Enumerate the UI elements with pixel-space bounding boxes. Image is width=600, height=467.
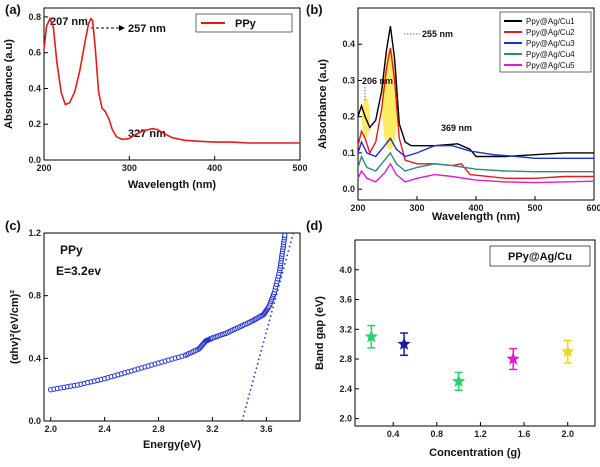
y-tick-label: 2.8 — [339, 354, 352, 364]
data-point — [282, 232, 288, 239]
y-tick-label: 0.2 — [342, 112, 355, 122]
panel-a-annotation-257: 257 nm — [128, 23, 166, 35]
x-tick-label: 500 — [292, 163, 307, 173]
x-tick-label: 200 — [36, 163, 51, 173]
series-line-ppy — [43, 16, 300, 144]
x-tick-label: 0.4 — [387, 429, 400, 439]
x-tick-label: 400 — [207, 163, 222, 173]
panel-a-legend — [195, 13, 293, 33]
panel-d-label-box — [489, 245, 591, 267]
x-tick-label: 300 — [409, 203, 424, 213]
x-tick-label: 200 — [350, 203, 365, 213]
y-tick-label: 3.6 — [339, 295, 352, 305]
y-tick-label: 0.0 — [28, 416, 41, 426]
x-tick-label: 400 — [468, 203, 483, 213]
panel-b-label: (b) — [306, 2, 323, 17]
y-tick-label: 0.3 — [342, 75, 355, 85]
x-tick-label: 1.6 — [518, 429, 531, 439]
panel-d-y-axis-label: Band gap (eV) — [314, 296, 326, 370]
panel-a-annotation-arrowhead — [119, 25, 125, 31]
panel-d-label: (d) — [306, 218, 323, 233]
x-tick-label: 2.8 — [152, 424, 165, 434]
legend-entry-cu3: Ppy@Ag/Cu3 — [526, 39, 575, 48]
y-tick-label: 3.2 — [339, 324, 352, 334]
data-point-star — [506, 352, 520, 365]
legend-entry-cu4: Ppy@Ag/Cu4 — [526, 50, 575, 59]
data-point-star — [452, 374, 466, 387]
legend-entry-cu2: Ppy@Ag/Cu2 — [526, 28, 575, 37]
panel-c: (c) Energy(eV) (αhv)²(eV/cm)² PPy E=3.2e… — [5, 218, 301, 451]
y-tick-label: 2.4 — [339, 384, 352, 394]
y-tick-label: 0.1 — [342, 148, 355, 158]
panel-c-sample-label: PPy — [60, 243, 83, 257]
series-line-cu5 — [357, 162, 595, 184]
x-tick-label: 1.2 — [474, 429, 487, 439]
y-tick-label: 0.6 — [28, 48, 41, 58]
series-line-cu4 — [357, 151, 594, 173]
panel-b-y-axis-label: Absorbance (a.u) — [317, 59, 329, 149]
y-tick-label: 0.4 — [28, 83, 41, 93]
panel-d-x-axis-label: Concentration (g) — [429, 447, 521, 459]
y-tick-label: 0.8 — [28, 291, 41, 301]
panel-a-annotation-207: 207 nm — [50, 16, 88, 28]
panel-c-x-axis-label: Energy(eV) — [143, 439, 201, 451]
x-tick-label: 2.0 — [44, 424, 57, 434]
data-point-star — [364, 329, 378, 343]
y-tick-label: 0.4 — [342, 39, 355, 49]
panel-d-sample-label: PPy@Ag/Cu — [508, 251, 572, 263]
panel-a-legend-entry: PPy — [235, 18, 257, 30]
panel-d: (d) Concentration (g) Band gap (eV) PPy@… — [306, 218, 596, 459]
data-point-star — [561, 344, 575, 358]
series-line-cu1 — [357, 25, 594, 158]
x-tick-label: 3.6 — [260, 424, 273, 434]
x-tick-label: 600 — [586, 203, 600, 213]
panel-a-annotation-327: 327 nm — [128, 128, 166, 140]
panel-a-label: (a) — [5, 2, 21, 17]
y-tick-label: 4.0 — [339, 265, 352, 275]
panel-b-x-axis-label: Wavelength (nm) — [432, 211, 521, 223]
y-tick-label: 0.4 — [28, 353, 41, 363]
panel-c-plot-frame — [43, 232, 301, 422]
panel-c-bandgap-annotation: E=3.2ev — [56, 264, 101, 278]
panel-a-y-axis-label: Absorbance (a.u) — [3, 39, 15, 129]
x-tick-label: 0.8 — [431, 429, 444, 439]
x-tick-label: 500 — [527, 203, 542, 213]
y-tick-label: 2.0 — [339, 414, 352, 424]
legend-entry-cu1: Ppy@Ag/Cu1 — [526, 17, 575, 26]
panel-c-label: (c) — [5, 218, 21, 233]
panel-b-annotation-206: 206 nm — [362, 76, 393, 86]
panel-a-x-axis-label: Wavelength (nm) — [128, 179, 217, 191]
panel-d-plot-frame — [354, 239, 596, 427]
series-line-cu2 — [357, 47, 594, 179]
legend-entry-cu5: Ppy@Ag/Cu5 — [526, 61, 575, 70]
panel-b-annotation-255: 255 nm — [422, 29, 453, 39]
y-tick-label: 0.8 — [28, 12, 41, 22]
panel-a: (a) Wavelength (nm) Absorbance (a.u) PPy… — [3, 2, 308, 191]
x-tick-label: 2.4 — [98, 424, 111, 434]
x-tick-label: 2.0 — [561, 429, 574, 439]
x-tick-label: 3.2 — [206, 424, 219, 434]
x-tick-label: 300 — [122, 163, 137, 173]
tauc-fit-line — [241, 232, 295, 422]
y-tick-label: 0.0 — [342, 184, 355, 194]
panel-b: (b) Wavelength (nm) Absorbance (a.u) 255… — [306, 2, 600, 223]
panel-c-y-axis-label: (αhv)²(eV/cm)² — [9, 290, 21, 364]
series-line-cu3 — [357, 137, 594, 159]
y-tick-label: 0.0 — [28, 155, 41, 165]
y-tick-label: 0.2 — [28, 119, 41, 129]
y-tick-label: 1.2 — [28, 228, 41, 238]
panel-b-annotation-369: 369 nm — [441, 123, 472, 133]
data-point-star — [397, 337, 411, 350]
